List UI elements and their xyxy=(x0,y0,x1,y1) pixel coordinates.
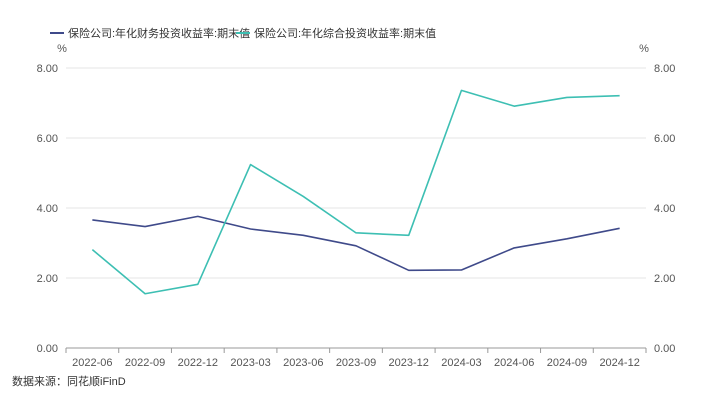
y-right-tick-label: 0.00 xyxy=(654,343,675,355)
y-left-tick-label: 8.00 xyxy=(37,63,58,75)
series-lines xyxy=(91,89,620,295)
x-tick-label: 2022-09 xyxy=(125,357,165,369)
y-left-tick-label: 2.00 xyxy=(37,273,58,285)
y-right-tick-label: 8.00 xyxy=(654,63,675,75)
gridlines xyxy=(66,67,646,279)
x-tick-label: 2024-03 xyxy=(441,357,481,369)
x-tick-label: 2023-12 xyxy=(389,357,429,369)
y-left-tick-label: 0.00 xyxy=(37,343,58,355)
legend-entry: 保险公司:年化综合投资收益率:期末值 xyxy=(254,26,436,40)
x-tick-label: 2022-12 xyxy=(178,357,218,369)
y-left-unit-label: % xyxy=(57,43,67,55)
x-tick-label: 2024-06 xyxy=(494,357,534,369)
legend-entry: 保险公司:年化财务投资收益率:期末值 xyxy=(68,26,250,40)
y-left-tick-label: 6.00 xyxy=(37,133,58,145)
y-left-tick-label: 4.00 xyxy=(37,203,58,215)
x-tick-label: 2024-12 xyxy=(599,357,639,369)
y-right-tick-label: 6.00 xyxy=(654,133,675,145)
source-note: 数据来源：同花顺iFinD xyxy=(12,374,126,388)
axes: 0.00 2.00 4.00 6.00 8.00 0.00 2.00 4.00 6.00 8.00… xyxy=(37,43,676,369)
series-line-0 xyxy=(92,215,620,272)
x-tick-label: 2023-09 xyxy=(336,357,376,369)
series-line-1 xyxy=(91,89,620,295)
x-tick-label: 2024-09 xyxy=(547,357,587,369)
y-right-unit-label: % xyxy=(639,43,649,55)
x-tick-label: 2023-06 xyxy=(283,357,323,369)
x-tick-label: 2023-03 xyxy=(230,357,270,369)
legend: 保险公司:年化财务投资收益率:期末值 保险公司:年化综合投资收益率:期末值 xyxy=(50,26,436,40)
y-right-tick-label: 2.00 xyxy=(654,273,675,285)
x-tick-label: 2022-06 xyxy=(72,357,112,369)
y-right-tick-label: 4.00 xyxy=(654,203,675,215)
